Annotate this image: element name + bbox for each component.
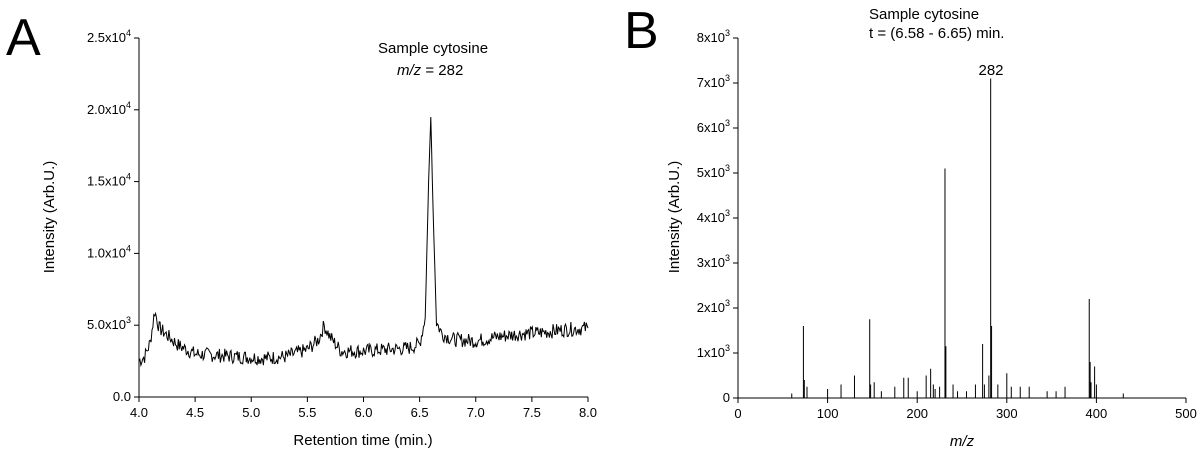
y-tick-label-a: 5.0x103 [87,315,131,332]
y-tick-exp-b: 3 [725,343,730,353]
y-tick-base-b: 8x10 [697,30,725,45]
x-tick-label-a: 8.0 [579,405,597,420]
y-tick-base-b: 4x10 [697,210,725,225]
y-tick-exp-b: 3 [725,163,730,173]
y-tick-base-b: 2x10 [697,300,725,315]
y-tick-base-b: 0 [723,390,730,405]
y-tick-base-b: 6x10 [697,120,725,135]
x-tick-label-b: 300 [996,406,1018,421]
y-tick-label-b: 6x103 [697,118,730,135]
chromatogram-line [138,116,589,368]
y-tick-base-a: 2.5x10 [87,30,126,45]
tick-group-a: 4.0 4.5 5.0 5.5 6.0 6.5 7.0 7.5 8.0 0.0 5.0x103 1.0… [87,28,597,420]
y-axis-title-b: Intensity (Arb.U.) [666,161,683,274]
panel-label-b: B [624,2,659,60]
x-axis-title-b: m/z [950,433,975,450]
x-tick-label-a: 7.0 [467,405,485,420]
y-tick-exp-b: 3 [725,118,730,128]
x-tick-label-a: 6.5 [411,405,429,420]
y-tick-exp-b: 3 [725,73,730,83]
chart-panel-a: A 4.0 4.5 5.0 5.5 6.0 6.5 7.0 7.5 8.0 0.0 5.0x103 1… [6,9,597,449]
y-tick-base-a: 0.0 [113,389,131,404]
x-tick-label-a: 5.5 [298,405,316,420]
x-tick-label-a: 5.0 [242,405,260,420]
y-tick-label-a: 0.0 [113,389,131,404]
tick-group-b: 0 100 200 300 400 50001x1032x1033x1034x1035x1… [697,28,1197,421]
x-tick-label-a: 6.0 [354,405,372,420]
x-tick-label-b: 200 [906,406,928,421]
y-tick-exp-a: 4 [126,172,131,182]
title-a: Sample cytosine [378,40,488,57]
title-b: Sample cytosine [869,6,979,23]
y-tick-base-b: 5x10 [697,165,725,180]
mz-annotation-a: m/z = 282 [397,62,463,79]
y-tick-label-b: 4x103 [697,208,730,225]
y-tick-exp-a: 4 [126,100,131,110]
y-tick-exp-b: 3 [725,253,730,263]
y-tick-label-b: 0 [723,390,730,405]
y-tick-exp-a: 3 [126,315,131,325]
y-tick-exp-b: 3 [725,28,730,38]
y-tick-label-a: 2.0x104 [87,100,131,117]
y-tick-base-a: 1.0x10 [87,245,126,260]
x-axis-title-a: Retention time (min.) [293,432,432,449]
chart-panel-b: B 0 100 200 300 400 50001x1032x1033x1034x1035… [624,2,1197,450]
y-tick-base-a: 2.0x10 [87,102,126,117]
peak-label-b: 282 [978,62,1003,79]
y-tick-label-a: 1.0x104 [87,243,131,260]
x-tick-label-a: 4.0 [130,405,148,420]
y-tick-exp-b: 3 [725,208,730,218]
mz-italic-label-a: m/z [397,62,422,79]
y-tick-label-b: 1x103 [697,343,730,360]
y-tick-base-b: 7x10 [697,75,725,90]
y-axis-title-a: Intensity (Arb.U.) [41,161,58,274]
x-tick-label-a: 7.5 [523,405,541,420]
y-tick-label-b: 2x103 [697,298,730,315]
x-tick-label-a: 4.5 [186,405,204,420]
y-tick-label-b: 8x103 [697,28,730,45]
panel-label-a: A [6,9,41,67]
y-tick-exp-a: 4 [126,243,131,253]
x-tick-label-b: 0 [734,406,741,421]
y-tick-exp-a: 4 [126,28,131,38]
y-tick-base-b: 3x10 [697,255,725,270]
x-tick-label-b: 400 [1086,406,1108,421]
spectrum-sticks [791,78,1124,398]
y-tick-base-b: 1x10 [697,345,725,360]
y-tick-label-a: 1.5x104 [87,172,131,189]
y-tick-label-a: 2.5x104 [87,28,131,45]
y-tick-label-b: 5x103 [697,163,730,180]
x-tick-label-b: 100 [817,406,839,421]
y-tick-label-b: 7x103 [697,73,730,90]
y-tick-label-b: 3x103 [697,253,730,270]
x-tick-label-b: 500 [1175,406,1197,421]
y-tick-base-a: 1.5x10 [87,174,126,189]
y-tick-base-a: 5.0x10 [87,317,126,332]
mz-value-a: = 282 [421,62,463,79]
subtitle-b: t = (6.58 - 6.65) min. [869,25,1004,42]
y-tick-exp-b: 3 [725,298,730,308]
